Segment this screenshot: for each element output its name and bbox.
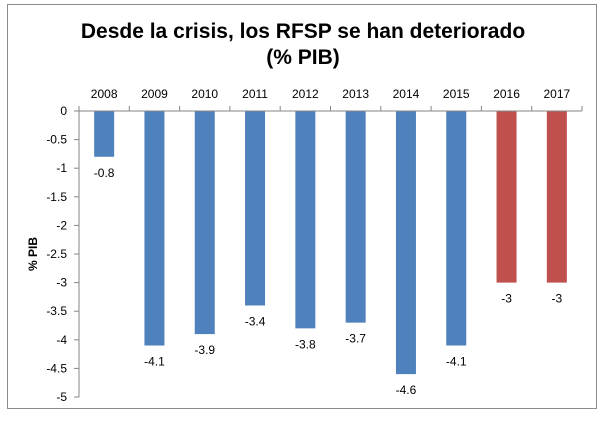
x-category-label: 2013 bbox=[342, 87, 369, 101]
bar-2014 bbox=[395, 111, 416, 375]
bar-2017 bbox=[546, 111, 567, 283]
bar-2009 bbox=[144, 111, 165, 346]
x-category-label: 2010 bbox=[191, 87, 218, 101]
y-tick-label: -3 bbox=[56, 276, 67, 290]
bar-2008 bbox=[94, 111, 115, 157]
data-label: -3 bbox=[552, 292, 563, 306]
bar-2015 bbox=[446, 111, 467, 346]
x-category-label: 2015 bbox=[443, 87, 470, 101]
data-label: -0.8 bbox=[94, 166, 115, 180]
x-category-label: 2008 bbox=[91, 87, 118, 101]
x-category-label: 2009 bbox=[141, 87, 168, 101]
chart-title-line-1: Desde la crisis, los RFSP se han deterio… bbox=[80, 20, 526, 43]
y-tick-label: 0 bbox=[60, 104, 67, 118]
chart-title: Desde la crisis, los RFSP se han deterio… bbox=[0, 19, 606, 71]
y-tick-label: -3.5 bbox=[46, 304, 67, 318]
y-axis-title: % PIB bbox=[26, 237, 40, 271]
y-tick-label: -0.5 bbox=[46, 133, 67, 147]
x-category-label: 2016 bbox=[493, 87, 520, 101]
y-tick-label: -4.5 bbox=[46, 361, 67, 375]
x-category-label: 2014 bbox=[393, 87, 420, 101]
chart-title-line-2: (% PIB) bbox=[266, 46, 340, 69]
bar-2010 bbox=[194, 111, 215, 335]
bar-2012 bbox=[295, 111, 316, 329]
y-tick-label: -1.5 bbox=[46, 190, 67, 204]
data-label: -3.4 bbox=[245, 314, 266, 328]
bar-2011 bbox=[245, 111, 266, 306]
data-label: -4.1 bbox=[446, 355, 467, 369]
x-category-label: 2011 bbox=[242, 87, 268, 101]
data-label: -3 bbox=[501, 292, 512, 306]
y-tick-label: -4 bbox=[56, 333, 67, 347]
x-category-label: 2012 bbox=[292, 87, 319, 101]
y-tick-label: -2 bbox=[56, 218, 67, 232]
y-tick-label: -5 bbox=[56, 390, 67, 404]
data-label: -3.9 bbox=[194, 343, 215, 357]
data-label: -3.7 bbox=[345, 332, 366, 346]
y-tick-label: -1 bbox=[56, 161, 67, 175]
y-tick-label: -2.5 bbox=[46, 247, 67, 261]
data-label: -4.1 bbox=[144, 355, 165, 369]
bar-2016 bbox=[496, 111, 517, 283]
x-category-label: 2017 bbox=[543, 87, 570, 101]
data-label: -3.8 bbox=[295, 337, 316, 351]
bar-2013 bbox=[345, 111, 366, 323]
data-label: -4.6 bbox=[396, 383, 417, 397]
